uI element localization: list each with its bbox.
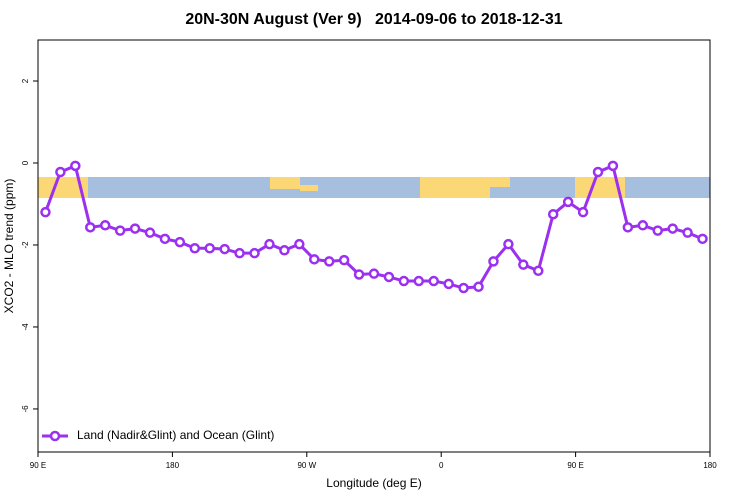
point <box>697 233 708 245</box>
point <box>488 256 499 267</box>
point <box>338 254 350 266</box>
point <box>204 243 215 254</box>
point <box>637 220 649 231</box>
point <box>55 166 66 178</box>
point <box>368 268 380 279</box>
x-tick-label: 180 <box>166 461 180 470</box>
point <box>174 236 186 248</box>
point <box>428 275 439 287</box>
point <box>114 225 126 236</box>
point <box>249 247 260 259</box>
point <box>562 196 574 208</box>
y-tick-label: -4 <box>21 323 30 331</box>
point <box>682 227 693 238</box>
y-axis-label: XCO2 - MLO trend (ppm) <box>2 179 16 314</box>
point <box>279 245 290 256</box>
y-tick-label: 2 <box>21 78 30 83</box>
y-tick-label: 0 <box>21 160 30 165</box>
point <box>309 254 320 265</box>
point <box>219 243 230 255</box>
point <box>323 256 335 267</box>
x-axis-label: Longitude (deg E) <box>326 476 421 490</box>
point <box>413 275 425 287</box>
point <box>144 227 156 238</box>
point <box>547 208 559 220</box>
point <box>458 282 469 294</box>
point <box>159 233 171 245</box>
point <box>667 223 678 234</box>
point <box>398 275 410 287</box>
point <box>70 160 81 172</box>
point <box>652 225 663 236</box>
x-tick-label: 90 W <box>297 461 316 470</box>
point <box>533 265 544 277</box>
point <box>383 271 395 283</box>
point <box>99 220 111 231</box>
point <box>85 222 96 233</box>
point <box>234 247 245 259</box>
point <box>503 238 514 250</box>
point <box>189 243 201 254</box>
point <box>264 238 275 250</box>
plot-frame <box>37 39 711 453</box>
point <box>518 259 529 270</box>
point <box>592 166 604 178</box>
point <box>294 238 305 250</box>
point <box>607 160 619 172</box>
x-tick-label: 90 E <box>567 461 583 470</box>
point <box>443 278 454 290</box>
x-tick-label: 0 <box>439 461 444 470</box>
map-strip <box>38 177 710 198</box>
legend-marker <box>49 430 61 442</box>
point <box>353 269 365 280</box>
point <box>577 206 589 218</box>
chart-title: 20N-30N August (Ver 9) 2014-09-06 to 201… <box>185 11 562 28</box>
point <box>129 223 141 234</box>
y-tick-label: -6 <box>21 405 30 413</box>
point <box>473 281 484 293</box>
y-tick-label: -2 <box>21 241 30 249</box>
point <box>40 206 51 218</box>
point <box>622 222 634 233</box>
x-tick-label: 180 <box>703 461 717 470</box>
x-tick-label: 90 E <box>30 461 46 470</box>
legend-label: Land (Nadir&Glint) and Ocean (Glint) <box>77 428 274 442</box>
